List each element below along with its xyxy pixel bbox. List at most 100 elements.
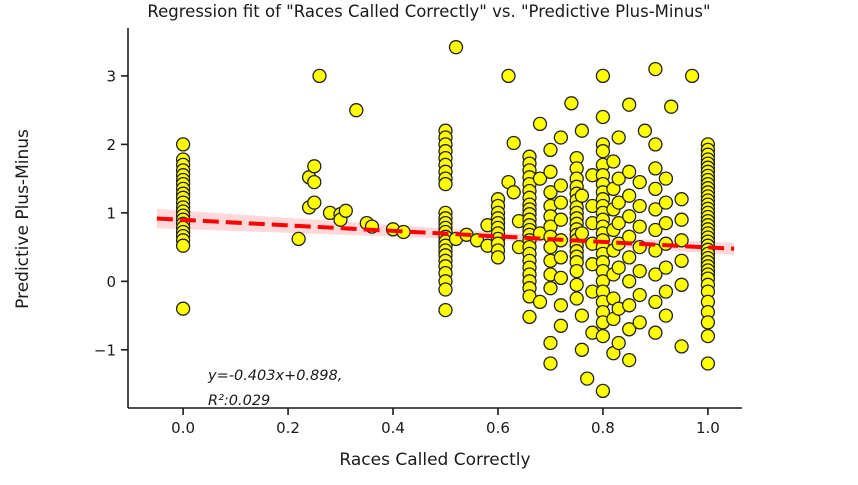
scatter-point bbox=[553, 212, 569, 227]
scatter-point bbox=[632, 219, 647, 234]
scatter-point bbox=[648, 161, 663, 176]
scatter-point bbox=[648, 202, 663, 217]
scatter-point bbox=[622, 274, 637, 289]
chart-title: Regression fit of "Races Called Correctl… bbox=[147, 2, 711, 21]
scatter-point bbox=[501, 68, 516, 84]
scatter-point bbox=[506, 185, 521, 200]
y-tick-label: 0 bbox=[106, 273, 116, 291]
scatter-point bbox=[522, 309, 537, 325]
scatter-point bbox=[553, 195, 569, 210]
scatter-point bbox=[632, 287, 647, 303]
scatter-point bbox=[349, 103, 364, 118]
scatter-point bbox=[674, 233, 689, 248]
scatter-point bbox=[674, 192, 689, 207]
scatter-point bbox=[595, 144, 611, 159]
scatter-point bbox=[648, 137, 663, 152]
scatter-point bbox=[700, 315, 716, 330]
scatter-point bbox=[543, 335, 558, 351]
x-tick-label: 0.6 bbox=[486, 419, 510, 437]
scatter-point bbox=[574, 226, 590, 241]
scatter-point bbox=[574, 123, 590, 138]
scatter-point bbox=[674, 277, 689, 292]
x-tick-label: 0.8 bbox=[591, 419, 615, 437]
scatter-point bbox=[595, 68, 611, 84]
scatter-point bbox=[622, 322, 637, 337]
scatter-point bbox=[543, 356, 558, 371]
scatter-point bbox=[553, 318, 569, 333]
scatter-point bbox=[574, 188, 590, 203]
y-tick-label: 1 bbox=[106, 204, 116, 222]
scatter-point bbox=[658, 215, 674, 231]
regression-line bbox=[156, 216, 735, 251]
scatter-point bbox=[622, 250, 637, 265]
scatter-point bbox=[553, 178, 569, 193]
scatter-point bbox=[658, 195, 674, 210]
scatter-point bbox=[291, 231, 306, 247]
scatter-point bbox=[658, 284, 674, 299]
scatter-point bbox=[700, 356, 716, 371]
scatter-point bbox=[307, 174, 322, 190]
scatter-point bbox=[611, 195, 626, 210]
scatter-point bbox=[175, 238, 191, 253]
scatter-point bbox=[664, 99, 679, 114]
scatter-point bbox=[658, 308, 674, 323]
scatter-point bbox=[580, 371, 595, 386]
x-tick-label: 0.0 bbox=[171, 419, 195, 437]
x-tick-label: 0.2 bbox=[276, 419, 300, 437]
scatter-point bbox=[543, 164, 558, 179]
scatter-point bbox=[543, 281, 558, 296]
scatter-point bbox=[648, 222, 663, 238]
scatter-point bbox=[175, 301, 191, 316]
scatter-point bbox=[532, 171, 548, 186]
scatter-point bbox=[307, 159, 322, 174]
regression-equation: y=-0.403x+0.898, bbox=[208, 368, 343, 384]
scatter-point bbox=[674, 253, 689, 268]
scatter-point bbox=[622, 97, 637, 112]
scatter-point bbox=[553, 298, 569, 313]
x-axis-label: Races Called Correctly bbox=[339, 450, 531, 470]
scatter-point bbox=[684, 68, 700, 84]
scatter-point bbox=[532, 116, 548, 132]
scatter-point bbox=[553, 270, 569, 286]
scatter-point bbox=[674, 212, 689, 227]
scatter-point bbox=[569, 277, 584, 292]
scatter-point bbox=[312, 68, 327, 84]
scatter-point bbox=[658, 260, 674, 275]
scatter-point bbox=[606, 154, 621, 169]
scatter-point bbox=[543, 185, 558, 200]
scatter-point bbox=[569, 291, 584, 306]
scatter-point bbox=[648, 181, 663, 197]
scatter-point bbox=[622, 164, 637, 179]
scatter-point bbox=[632, 263, 647, 279]
scatter-point bbox=[532, 294, 548, 310]
scatter-point bbox=[595, 328, 611, 344]
scatter-point bbox=[569, 263, 584, 279]
scatter-point bbox=[632, 198, 647, 214]
scatter-point bbox=[490, 250, 506, 265]
scatter-point bbox=[648, 267, 663, 282]
scatter-point bbox=[648, 243, 663, 258]
regression-annotation: y=-0.403x+0.898, R²:0.029 bbox=[208, 364, 342, 413]
scatter-point bbox=[338, 203, 353, 218]
scatter-point bbox=[574, 308, 590, 323]
scatter-point bbox=[632, 315, 647, 330]
scatter-point bbox=[448, 40, 464, 55]
scatter-point bbox=[658, 171, 674, 186]
x-tick-label: 1.0 bbox=[696, 419, 720, 437]
scatter-point bbox=[632, 174, 647, 190]
scatter-point bbox=[637, 123, 653, 138]
scatter-point bbox=[622, 298, 637, 313]
scatter-point bbox=[307, 195, 322, 210]
scatter-point bbox=[674, 339, 689, 354]
scatter-point bbox=[506, 135, 521, 151]
scatter-point bbox=[574, 342, 590, 357]
scatter-point bbox=[622, 209, 637, 224]
scatter-point bbox=[648, 325, 663, 340]
scatter-point bbox=[595, 383, 611, 399]
x-tick-label: 0.4 bbox=[381, 419, 405, 437]
scatter-point bbox=[438, 176, 453, 192]
scatter-point bbox=[564, 96, 579, 111]
scatter-point bbox=[553, 130, 569, 145]
